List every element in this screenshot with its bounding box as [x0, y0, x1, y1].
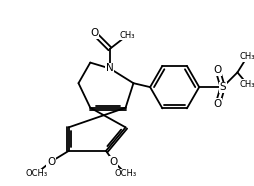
Text: CH₃: CH₃: [239, 80, 254, 89]
Text: S: S: [218, 82, 225, 92]
Text: CH₃: CH₃: [119, 31, 135, 40]
Text: CH₃: CH₃: [239, 52, 254, 61]
Text: OCH₃: OCH₃: [114, 169, 136, 178]
Text: O: O: [213, 99, 221, 109]
Text: OCH₃: OCH₃: [25, 169, 47, 178]
Text: O: O: [213, 65, 221, 76]
Text: O: O: [90, 28, 98, 38]
Text: N: N: [106, 63, 113, 73]
Text: O: O: [47, 157, 55, 167]
Text: O: O: [109, 157, 118, 167]
